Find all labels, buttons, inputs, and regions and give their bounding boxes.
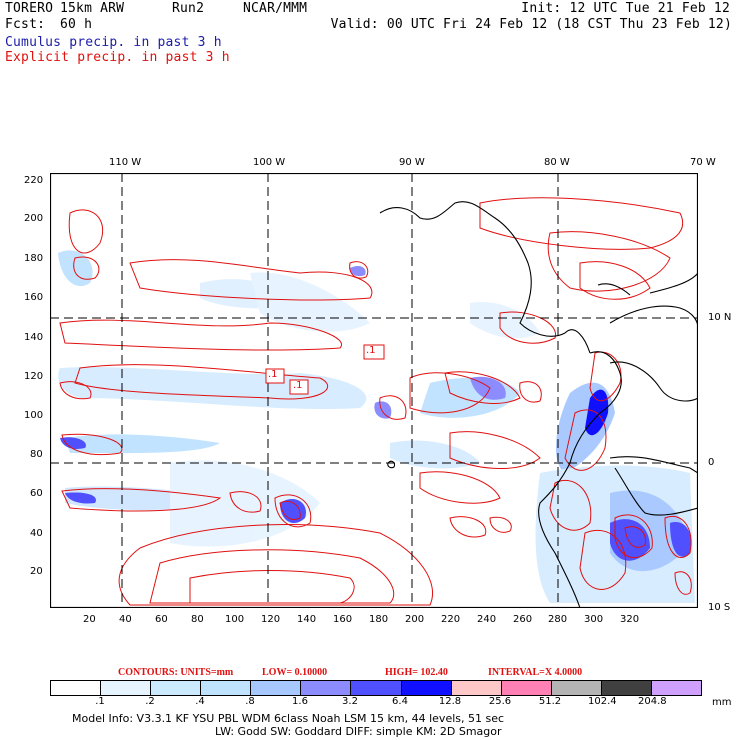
x-tick-label: 300: [584, 614, 604, 625]
colorbar-label: 204.8: [638, 696, 667, 707]
lon-label: 90 W: [399, 157, 425, 168]
x-tick-label: 280: [548, 614, 568, 625]
contour-label-boxes: [265, 344, 385, 395]
contour-units: CONTOURS: UNITS=mm: [118, 667, 234, 678]
x-tick-label: 100: [225, 614, 245, 625]
colorbar-swatch: [400, 681, 451, 695]
colorbar-swatch: [600, 681, 651, 695]
x-tick-label: 200: [405, 614, 425, 625]
y-tick-label: 220: [24, 175, 44, 186]
colorbar-label: .4: [195, 696, 205, 707]
lon-label: 70 W: [690, 157, 716, 168]
x-tick-label: 60: [155, 614, 168, 625]
y-tick-label: 100: [24, 410, 44, 421]
colorbar-label: .8: [245, 696, 255, 707]
y-tick-label: 180: [24, 253, 44, 264]
colorbar-swatch: [350, 681, 401, 695]
lon-label: 80 W: [544, 157, 570, 168]
x-tick-label: 80: [191, 614, 204, 625]
map-frame: [50, 173, 698, 608]
x-tick-label: 140: [297, 614, 317, 625]
colorbar-label: 25.6: [488, 696, 512, 707]
x-tick-label: 40: [119, 614, 132, 625]
precip-map: [50, 173, 698, 608]
init-time: Init: 12 UTC Tue 21 Feb 12: [521, 1, 730, 16]
colorbar-swatch: [500, 681, 551, 695]
x-tick-label: 120: [261, 614, 281, 625]
x-tick-label: 240: [477, 614, 497, 625]
lat-label: 10 N: [708, 312, 732, 323]
contour-high: HIGH= 102.40: [385, 667, 448, 678]
colorbar-swatch: [100, 681, 151, 695]
y-tick-label: 40: [30, 528, 43, 539]
colorbar-label: 3.2: [342, 696, 358, 707]
colorbar-label: 6.4: [392, 696, 408, 707]
colorbar-unit: mm: [712, 697, 732, 708]
contour-interval: INTERVAL=X 4.0000: [488, 667, 583, 678]
x-tick-label: 160: [333, 614, 353, 625]
y-tick-label: 80: [30, 449, 43, 460]
y-tick-label: 120: [24, 371, 44, 382]
explicit-precip-contours: [59, 197, 692, 606]
colorbar-swatch: [150, 681, 201, 695]
colorbar-swatch: [200, 681, 251, 695]
colorbar-swatch: [51, 681, 101, 695]
run-label: Run2: [172, 1, 205, 16]
contour-low: LOW= 0.10000: [262, 667, 328, 678]
org-label: NCAR/MMM: [243, 1, 308, 16]
colorbar-labels: .1 .2 .4 .8 1.6 3.2 6.4 12.8 25.6 51.2 102.4 204.8: [50, 696, 700, 708]
contour-label: .1: [366, 345, 376, 356]
lat-label: 10 S: [708, 602, 731, 613]
x-tick-label: 260: [513, 614, 533, 625]
colorbar-label: 102.4: [588, 696, 617, 707]
colorbar-label: .1: [95, 696, 105, 707]
x-tick-label: 20: [83, 614, 96, 625]
y-tick-label: 60: [30, 488, 43, 499]
explicit-precip-title: Explicit precip. in past 3 h: [5, 50, 230, 65]
colorbar-label: 1.6: [292, 696, 308, 707]
x-tick-label: 320: [620, 614, 640, 625]
fcst-value: 60 h: [60, 17, 93, 32]
colorbar-swatch: [550, 681, 601, 695]
cumulus-precip-title: Cumulus precip. in past 3 h: [5, 35, 222, 50]
precip-colorbar: [50, 680, 702, 696]
lat-lon-grid: [50, 173, 698, 608]
model-info: Model Info: V3.3.1 KF YSU PBL WDM 6class…: [72, 712, 505, 725]
lat-label: 0: [708, 457, 715, 468]
model-name: TORERO: [5, 1, 54, 16]
colorbar-swatch: [450, 681, 501, 695]
y-tick-label: 160: [24, 292, 44, 303]
physics-info: LW: Godd SW: Goddard DIFF: simple KM: 2D…: [215, 725, 502, 738]
lon-label: 100 W: [253, 157, 286, 168]
colorbar-swatch: [650, 681, 702, 695]
colorbar-swatch: [250, 681, 301, 695]
lon-label: 110 W: [109, 157, 142, 168]
y-tick-label: 140: [24, 332, 44, 343]
colorbar-swatch: [300, 681, 351, 695]
contour-label: .1: [268, 369, 278, 380]
x-tick-label: 180: [369, 614, 389, 625]
grid-spacing: 15km ARW: [60, 1, 125, 16]
colorbar-label: .2: [145, 696, 155, 707]
y-tick-label: 20: [30, 566, 43, 577]
y-tick-label: 200: [24, 213, 44, 224]
fcst-label: Fcst:: [5, 17, 46, 32]
contour-label: .1: [293, 380, 303, 391]
heavy-precip-cores: [60, 265, 692, 561]
colorbar-label: 12.8: [438, 696, 462, 707]
valid-time: Valid: 00 UTC Fri 24 Feb 12 (18 CST Thu …: [330, 17, 732, 32]
colorbar-label: 51.2: [538, 696, 562, 707]
x-tick-label: 220: [441, 614, 461, 625]
